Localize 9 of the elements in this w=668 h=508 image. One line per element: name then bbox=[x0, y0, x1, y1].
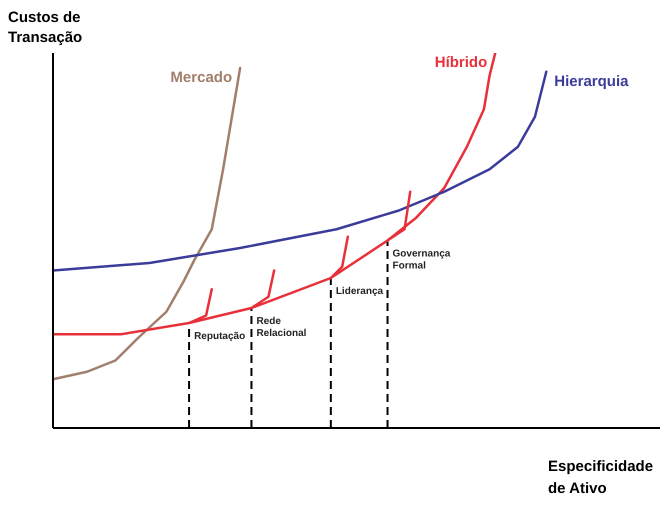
annotation: Rede Relacional bbox=[256, 316, 307, 339]
annotation: Reputação bbox=[194, 331, 246, 342]
series-label: Mercado bbox=[170, 69, 232, 86]
annotation: Governança Formal bbox=[392, 248, 451, 272]
annotation: Liderança bbox=[336, 286, 384, 297]
series-label: Híbrido bbox=[434, 54, 488, 71]
series-label: Hierarquia bbox=[554, 72, 630, 90]
x-axis-title: Especificidade de Ativo bbox=[548, 457, 654, 499]
y-axis-title: Custos de Transação bbox=[8, 8, 84, 48]
